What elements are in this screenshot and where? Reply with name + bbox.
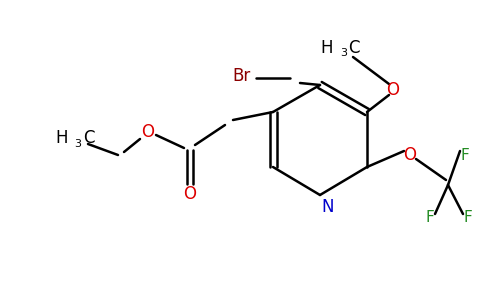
Text: O: O [387,81,399,99]
Text: 3: 3 [341,48,348,58]
Text: C: C [83,129,95,147]
Text: N: N [322,198,334,216]
Text: F: F [425,211,434,226]
Text: F: F [461,148,469,163]
Text: O: O [141,123,154,141]
Text: H: H [56,129,68,147]
Text: C: C [348,39,360,57]
Text: Br: Br [233,67,251,85]
Text: F: F [464,211,472,226]
Text: O: O [404,146,417,164]
Text: H: H [320,39,333,57]
Text: 3: 3 [75,139,81,149]
Text: O: O [183,185,197,203]
